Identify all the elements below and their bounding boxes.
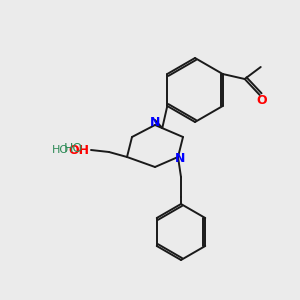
Text: O: O [256, 94, 267, 107]
Text: N: N [175, 152, 185, 166]
Text: OH: OH [68, 143, 89, 157]
Text: HO: HO [64, 142, 83, 155]
Text: N: N [150, 116, 160, 130]
Text: HO: HO [52, 145, 69, 155]
